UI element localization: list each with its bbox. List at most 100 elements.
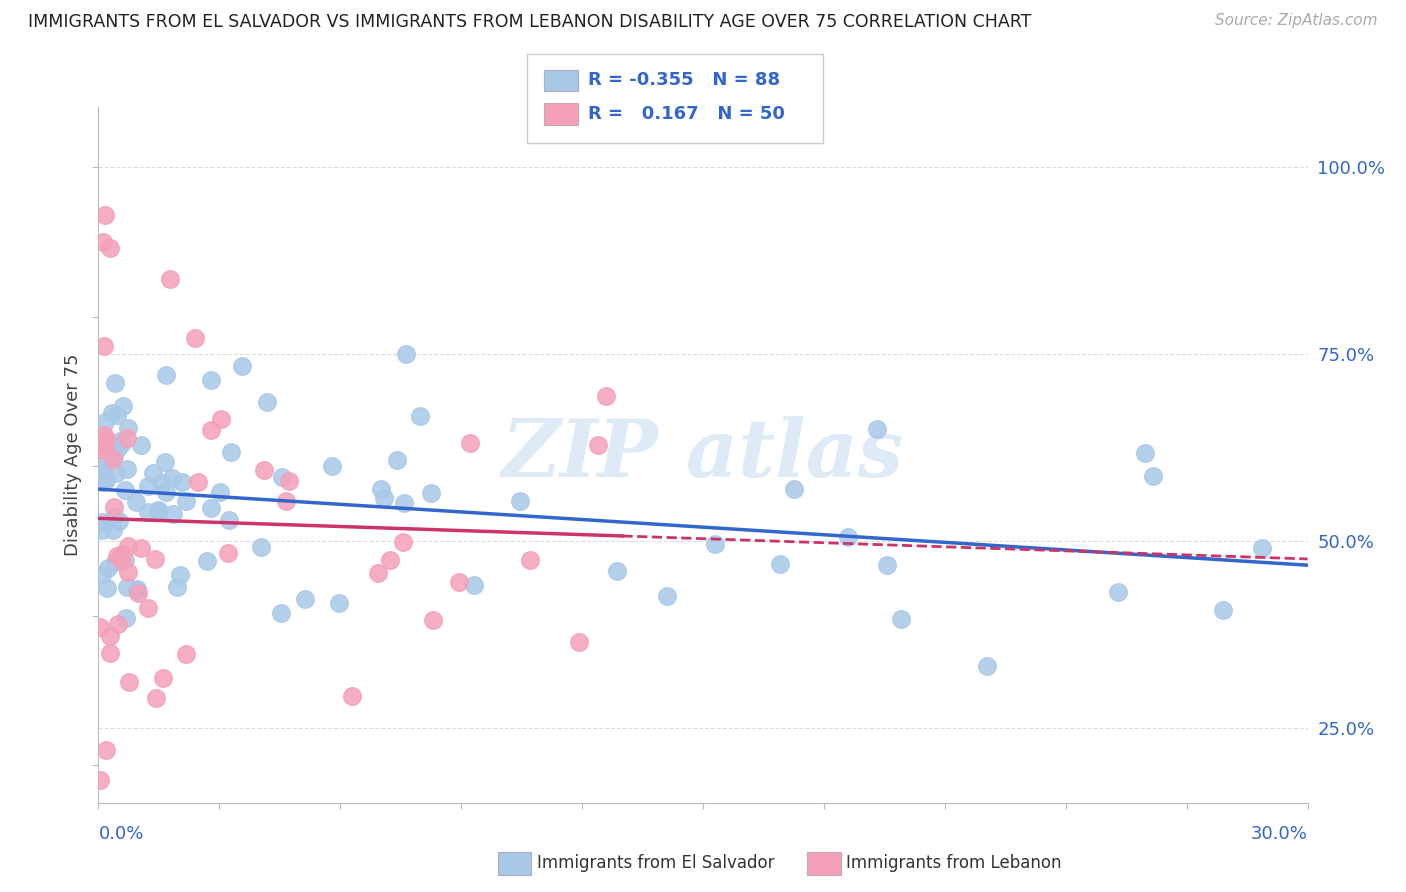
Point [890, 612, 912, 626]
Point [143, 552, 166, 566]
Point [96, 581, 118, 595]
Point [94, 439, 117, 453]
Point [976, 659, 998, 673]
Point [209, 412, 232, 426]
Point [91, 438, 114, 452]
Point [101, 523, 124, 537]
Point [519, 553, 541, 567]
Point [250, 540, 273, 554]
Point [209, 485, 232, 500]
Point [155, 368, 177, 383]
Point [155, 485, 177, 500]
Point [567, 635, 589, 649]
Point [117, 566, 139, 580]
Point [114, 611, 136, 625]
Point [159, 272, 181, 286]
Point [136, 601, 159, 615]
Point [93, 462, 115, 476]
Point [174, 648, 197, 662]
Point [129, 541, 152, 556]
Point [270, 606, 292, 620]
Point [595, 389, 617, 403]
Point [107, 617, 129, 632]
Point [94, 415, 117, 429]
Point [153, 455, 176, 469]
Point [89, 442, 111, 457]
Point [117, 421, 139, 435]
Text: Immigrants from Lebanon: Immigrants from Lebanon [846, 855, 1062, 872]
Point [111, 435, 134, 450]
Text: R =   0.167   N = 50: R = 0.167 N = 50 [588, 105, 785, 123]
Point [187, 475, 209, 489]
Point [105, 549, 128, 563]
Point [100, 406, 122, 420]
Text: 0.0%: 0.0% [98, 825, 143, 843]
Point [117, 540, 139, 554]
Text: 30.0%: 30.0% [1251, 825, 1308, 843]
Point [138, 479, 160, 493]
Point [105, 467, 128, 481]
Point [162, 471, 184, 485]
Point [104, 555, 127, 569]
Point [200, 501, 222, 516]
Point [1251, 541, 1274, 555]
Point [172, 475, 194, 489]
Point [270, 470, 292, 484]
Point [91, 516, 114, 530]
Point [152, 671, 174, 685]
Point [136, 505, 159, 519]
Point [112, 399, 135, 413]
Point [370, 482, 392, 496]
Point [449, 574, 471, 589]
Text: Source: ZipAtlas.com: Source: ZipAtlas.com [1215, 13, 1378, 29]
Point [104, 376, 127, 391]
Point [328, 596, 350, 610]
Point [91, 567, 114, 582]
Point [108, 515, 131, 529]
Point [184, 331, 207, 345]
Point [218, 513, 240, 527]
Point [274, 493, 297, 508]
Point [1212, 603, 1234, 617]
Point [876, 558, 898, 572]
Point [91, 475, 114, 489]
Point [89, 620, 111, 634]
Point [373, 491, 395, 506]
Text: ZIP atlas: ZIP atlas [502, 417, 904, 493]
Point [146, 502, 169, 516]
Point [142, 466, 165, 480]
Point [200, 423, 222, 437]
Point [91, 235, 114, 249]
Point [93, 339, 115, 353]
Point [294, 592, 316, 607]
Point [98, 241, 121, 255]
Point [127, 586, 149, 600]
Point [367, 566, 389, 581]
Point [217, 546, 239, 560]
Point [125, 494, 148, 508]
Point [866, 422, 889, 436]
Point [387, 452, 409, 467]
Point [115, 462, 138, 476]
Point [463, 578, 485, 592]
Point [91, 458, 114, 473]
Point [704, 536, 727, 550]
Point [174, 493, 197, 508]
Point [89, 773, 111, 788]
Y-axis label: Disability Age Over 75: Disability Age Over 75 [63, 353, 82, 557]
Point [420, 486, 443, 500]
Point [169, 567, 191, 582]
Point [655, 590, 678, 604]
Point [150, 475, 173, 490]
Point [219, 445, 242, 459]
Point [586, 438, 609, 452]
Point [93, 428, 115, 442]
Point [392, 535, 415, 549]
Point [769, 557, 792, 571]
Point [94, 432, 117, 446]
Point [97, 561, 120, 575]
Point [125, 583, 148, 598]
Point [94, 743, 117, 757]
Point [103, 500, 125, 514]
Point [162, 508, 184, 522]
